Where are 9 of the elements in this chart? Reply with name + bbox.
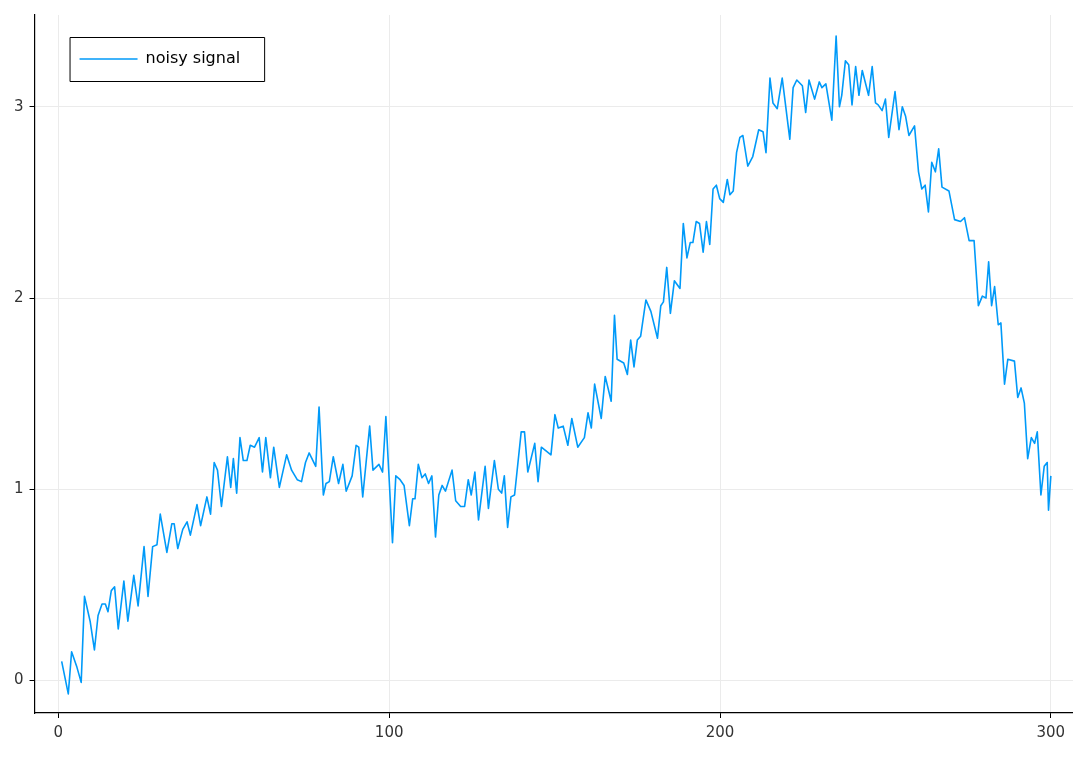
legend-label: noisy signal — [145, 48, 241, 68]
y-tick-label: 3 — [14, 96, 24, 115]
y-tick-label: 1 — [14, 479, 24, 498]
y-tick-label: 2 — [14, 287, 24, 306]
x-tick-label: 100 — [374, 722, 404, 741]
y-tick-label: 0 — [14, 670, 24, 689]
x-tick-label: 0 — [53, 722, 64, 741]
x-tick-label: 300 — [1036, 722, 1066, 741]
x-tick-label: 200 — [705, 722, 735, 741]
